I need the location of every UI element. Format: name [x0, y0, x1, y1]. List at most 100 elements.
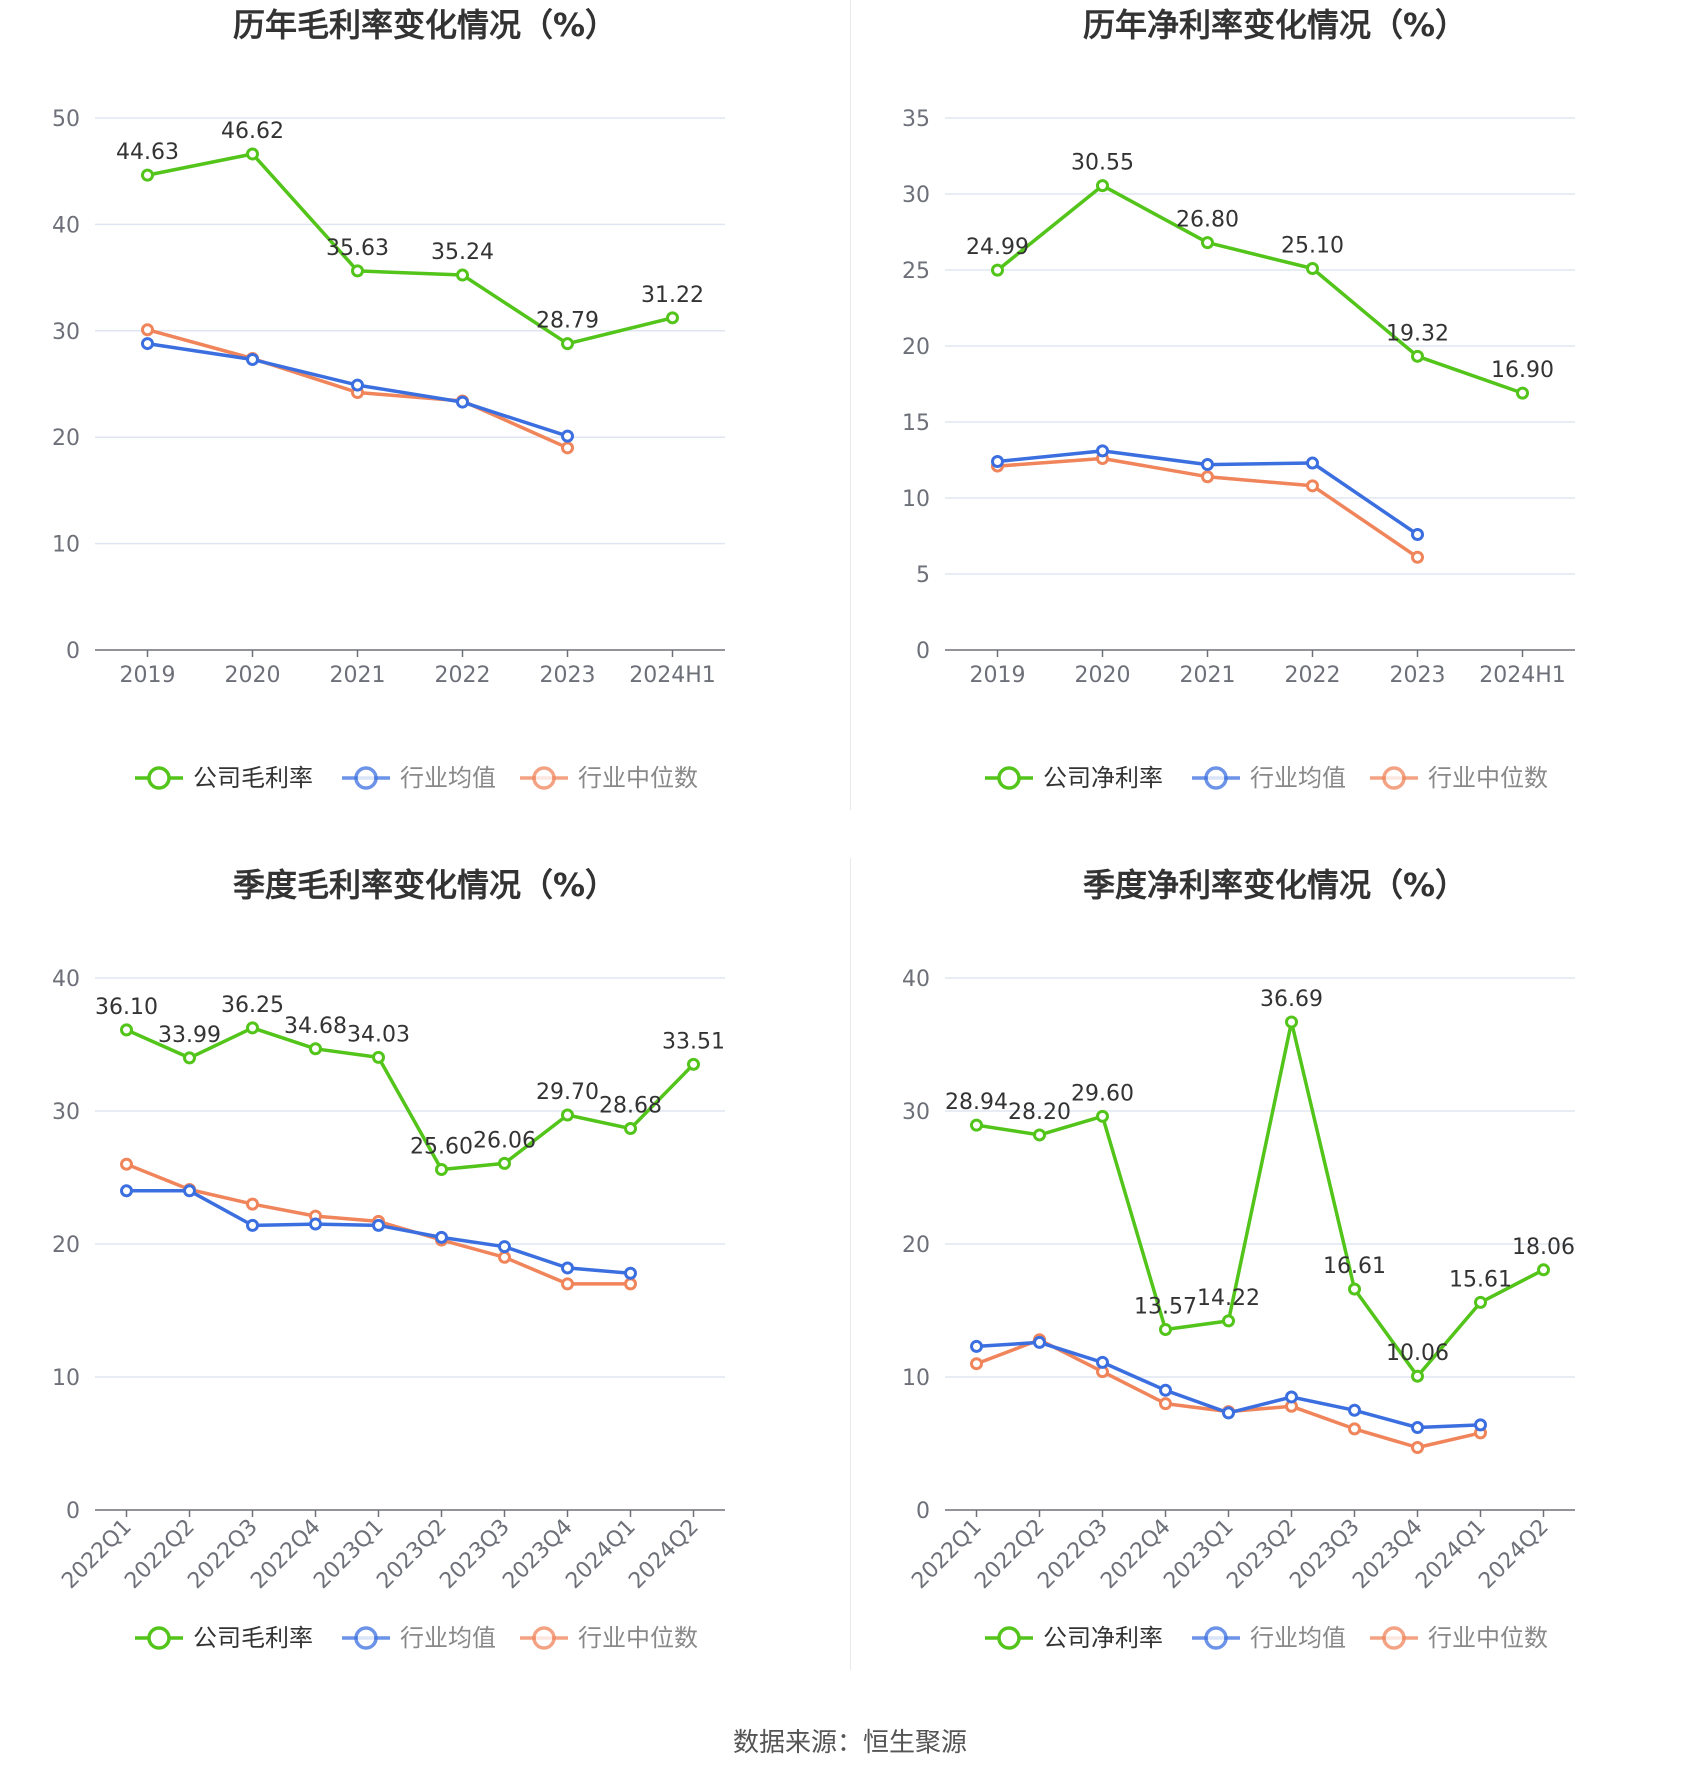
data-point-company — [1474, 1295, 1487, 1309]
data-point-company — [1222, 1314, 1235, 1328]
data-label: 35.63 — [326, 236, 389, 261]
data-point-avg — [1348, 1403, 1361, 1417]
x-tick-label: 2021 — [1180, 663, 1236, 688]
data-point-company — [1096, 179, 1109, 193]
data-point-median — [1348, 1422, 1361, 1436]
data-point-company — [1306, 261, 1319, 275]
y-tick-label: 5 — [916, 563, 930, 588]
data-label: 28.79 — [536, 309, 599, 334]
data-point-avg — [246, 1218, 259, 1232]
series-line-company — [125, 1026, 695, 1172]
data-point-company — [1348, 1282, 1361, 1296]
data-point-company — [561, 1108, 574, 1122]
y-tick-label: 20 — [52, 426, 80, 451]
annual-gross-margin-chart: 历年毛利率变化情况（%） 0 10 20 30 40 50 2019 2020 2021 2022 2… — [52, 6, 725, 792]
data-point-company — [1033, 1128, 1046, 1142]
data-point-avg — [1474, 1418, 1487, 1432]
data-label: 26.06 — [473, 1128, 536, 1153]
x-tick-label: 2020 — [225, 663, 281, 688]
data-point-avg — [1159, 1383, 1172, 1397]
data-point-company — [246, 1021, 259, 1035]
data-point-avg — [561, 429, 574, 443]
data-point-avg — [991, 455, 1004, 469]
data-point-avg — [183, 1184, 196, 1198]
data-point-company — [1516, 386, 1529, 400]
quarterly-gross-margin-chart: 季度毛利率变化情况（%）0102030402022Q12022Q22022Q32… — [52, 866, 725, 1652]
data-label: 29.60 — [1071, 1081, 1134, 1106]
data-point-avg — [970, 1339, 983, 1353]
legend-marker-company — [147, 1626, 171, 1650]
y-tick-label: 30 — [902, 183, 930, 208]
data-label: 28.20 — [1008, 1100, 1071, 1125]
data-label: 34.03 — [347, 1022, 410, 1047]
legend-label-company: 公司毛利率 — [193, 764, 313, 792]
y-tick-label: 0 — [66, 1499, 80, 1524]
legend-label-median: 行业中位数 — [578, 1624, 698, 1652]
legend-label-company: 公司毛利率 — [193, 1624, 313, 1652]
data-point-avg — [141, 337, 154, 351]
data-point-company — [183, 1051, 196, 1065]
x-tick-label: 2022 — [435, 663, 491, 688]
data-point-median — [561, 1277, 574, 1291]
data-label: 46.62 — [221, 119, 284, 144]
y-tick-label: 10 — [902, 487, 930, 512]
legend-label-median: 行业中位数 — [1428, 1624, 1548, 1652]
y-tick-label: 0 — [916, 1499, 930, 1524]
x-tick-label: 2024Q2 — [1474, 1515, 1553, 1594]
data-point-company — [1096, 1109, 1109, 1123]
y-tick-label: 0 — [66, 639, 80, 664]
data-point-avg — [372, 1218, 385, 1232]
legend-marker-median — [532, 766, 556, 790]
data-point-avg — [1033, 1335, 1046, 1349]
data-label: 35.24 — [431, 240, 494, 265]
series-line-company — [996, 183, 1524, 395]
data-point-avg — [435, 1230, 448, 1244]
y-tick-label: 20 — [52, 1233, 80, 1258]
data-point-company — [351, 264, 364, 278]
annual-net-margin-chart: 历年净利率变化情况（%） 0 5 10 15 20 25 30 35 2019 2020 2021 20… — [902, 6, 1575, 792]
data-point-avg — [456, 395, 469, 409]
chart-title: 历年净利率变化情况（%） — [1083, 6, 1467, 44]
data-point-company — [970, 1118, 983, 1132]
x-tick-label: 2022 — [1285, 663, 1341, 688]
data-point-company — [1159, 1323, 1172, 1337]
legend-label-avg: 行业均值 — [400, 1624, 496, 1652]
chart-title: 季度净利率变化情况（%） — [1083, 866, 1467, 904]
data-point-median — [1201, 470, 1214, 484]
data-point-median — [1411, 1440, 1424, 1454]
data-label: 30.55 — [1071, 151, 1134, 176]
data-point-company — [991, 263, 1004, 277]
y-tick-label: 35 — [902, 107, 930, 132]
legend-label-company: 公司净利率 — [1043, 764, 1163, 792]
legend-marker-avg — [354, 766, 378, 790]
x-tick-label: 2021 — [330, 663, 386, 688]
data-label: 34.68 — [284, 1014, 347, 1039]
data-point-avg — [1096, 1355, 1109, 1369]
data-point-median — [141, 323, 154, 337]
legend-marker-avg — [354, 1626, 378, 1650]
data-point-avg — [351, 378, 364, 392]
legend-label-avg: 行业均值 — [1250, 764, 1346, 792]
y-tick-label: 50 — [52, 107, 80, 132]
data-point-avg — [246, 353, 259, 367]
legend-marker-company — [147, 766, 171, 790]
data-point-avg — [309, 1217, 322, 1231]
data-point-median — [498, 1250, 511, 1264]
data-point-avg — [624, 1266, 637, 1280]
data-point-company — [456, 268, 469, 282]
data-point-median — [1159, 1397, 1172, 1411]
x-tick-label: 2019 — [120, 663, 176, 688]
data-point-company — [1411, 349, 1424, 363]
legend-marker-company — [997, 766, 1021, 790]
data-point-company — [1285, 1015, 1298, 1029]
data-label: 31.22 — [641, 283, 704, 308]
data-label: 10.06 — [1386, 1341, 1449, 1366]
data-point-median — [246, 1197, 259, 1211]
data-point-avg — [1285, 1390, 1298, 1404]
data-point-avg — [120, 1184, 133, 1198]
data-point-avg — [498, 1240, 511, 1254]
data-point-company — [1411, 1369, 1424, 1383]
x-tick-label: 2024Q2 — [624, 1515, 703, 1594]
chart-title: 季度毛利率变化情况（%） — [233, 866, 617, 904]
data-label: 36.69 — [1260, 987, 1323, 1012]
